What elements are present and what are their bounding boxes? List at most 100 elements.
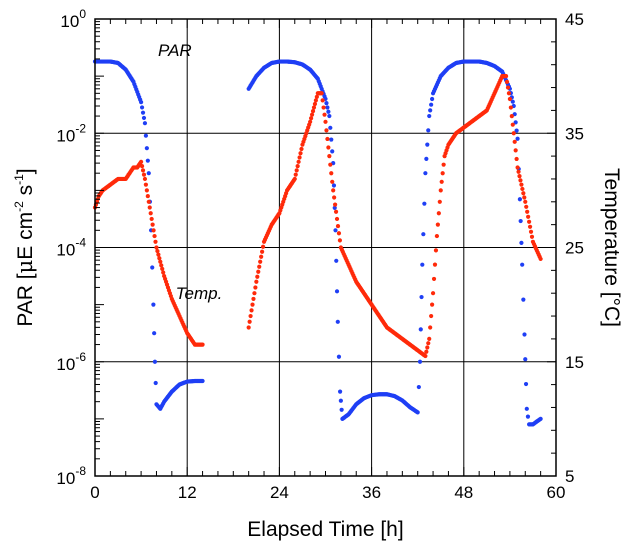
data-point [325, 136, 330, 142]
data-point [313, 98, 318, 103]
data-point [246, 325, 251, 330]
data-point [156, 252, 161, 257]
data-point [139, 100, 144, 105]
data-point [142, 121, 148, 126]
data-point [152, 331, 157, 336]
data-point [525, 209, 530, 214]
annotation-par: PAR [158, 41, 192, 60]
data-point [337, 389, 343, 394]
data-point [255, 274, 260, 279]
data-point [526, 214, 531, 219]
data-point [520, 262, 525, 267]
data-point [335, 223, 341, 229]
data-point [335, 319, 340, 324]
data-point [430, 291, 436, 296]
data-point [320, 98, 325, 103]
data-point [334, 289, 340, 294]
data-point [324, 128, 329, 133]
data-point [141, 172, 147, 177]
data-point [147, 205, 152, 210]
data-point [521, 191, 526, 196]
data-point [522, 195, 527, 200]
data-point [515, 165, 520, 170]
data-point [434, 233, 440, 239]
data-point [310, 109, 316, 114]
y-left-tick-exp: -8 [75, 464, 86, 478]
y-right-tick-label: 5 [565, 467, 574, 486]
data-point [251, 296, 256, 302]
data-point [319, 91, 324, 96]
data-point [292, 176, 297, 182]
data-point [140, 168, 146, 173]
data-point [324, 101, 329, 106]
data-point [426, 128, 431, 133]
data-point [159, 263, 164, 268]
y-left-tick-label: 10-6 [56, 350, 86, 374]
data-point [438, 188, 443, 193]
y-left-tick-base: 10 [60, 12, 79, 31]
data-point [160, 266, 165, 272]
data-point [524, 406, 529, 411]
data-point [200, 378, 205, 384]
data-point [519, 182, 524, 187]
data-point [513, 120, 518, 125]
annotation-temp: Temp. [176, 284, 223, 303]
data-point [333, 209, 339, 214]
data-point [523, 357, 528, 362]
data-point [538, 416, 543, 421]
data-point [148, 211, 153, 216]
data-point [515, 136, 520, 141]
data-point [419, 294, 424, 300]
data-point [139, 159, 144, 164]
data-point [522, 332, 527, 337]
data-point [327, 113, 332, 119]
data-point [337, 238, 343, 243]
y-left-title-exp2: -1 [12, 174, 26, 185]
data-point [143, 182, 149, 187]
y-left-title-unit: E cm [14, 212, 37, 260]
y-left-title-end: ] [14, 168, 37, 174]
y-axis-left-title: PAR [μE cm-2 s-1] [12, 168, 37, 326]
data-point [325, 105, 330, 110]
y-left-tick-exp: -6 [75, 350, 86, 364]
data-point [151, 302, 156, 307]
x-tick-label: 0 [90, 483, 99, 502]
x-tick-label: 48 [454, 483, 473, 502]
data-point [309, 112, 315, 117]
data-point [144, 146, 149, 151]
data-point [149, 216, 154, 222]
data-point [517, 173, 522, 179]
data-point [153, 239, 158, 244]
data-point [312, 101, 318, 107]
data-point [517, 197, 522, 202]
data-point [333, 228, 338, 233]
data-point [257, 264, 262, 269]
x-axis-title: Elapsed Time [h] [247, 518, 403, 541]
data-point [150, 265, 155, 270]
x-tick-label: 24 [270, 483, 289, 502]
data-point [516, 169, 521, 174]
series-layer [92, 59, 543, 427]
data-point [146, 171, 151, 176]
data-point [432, 262, 438, 267]
data-point [330, 149, 335, 154]
y-left-tick-label: 10-8 [56, 464, 86, 488]
data-point [329, 137, 334, 142]
data-point [336, 231, 342, 236]
data-point [435, 222, 440, 227]
data-point [440, 171, 445, 176]
data-point [295, 163, 300, 169]
data-point [299, 146, 304, 152]
data-point [153, 380, 158, 386]
data-point [423, 353, 428, 359]
data-point [322, 112, 327, 117]
data-point [139, 105, 145, 110]
data-point [418, 327, 423, 332]
data-point [528, 229, 534, 234]
data-point [424, 156, 429, 161]
data-point [328, 125, 333, 130]
data-point [431, 276, 437, 282]
x-tick-label: 12 [178, 483, 197, 502]
y-left-tick-base: 10 [56, 241, 75, 260]
data-point [519, 240, 524, 245]
